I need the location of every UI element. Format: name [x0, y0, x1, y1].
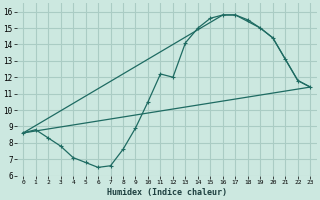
X-axis label: Humidex (Indice chaleur): Humidex (Indice chaleur)	[107, 188, 227, 197]
